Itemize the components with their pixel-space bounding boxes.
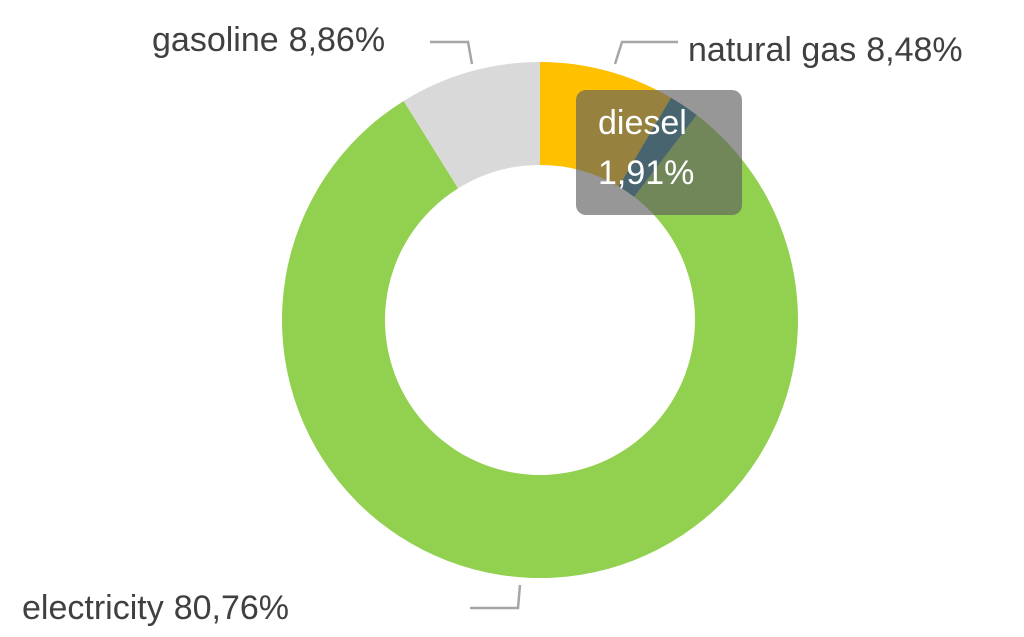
category-name: natural gas <box>688 31 856 69</box>
category-name: gasoline <box>152 21 279 59</box>
category-name: electricity <box>22 589 164 627</box>
data-label: electricity 80,76% <box>22 589 289 627</box>
labels: natural gas 8,48% diesel 1,91% electricity 80… <box>22 21 963 627</box>
leader-line <box>613 40 678 65</box>
tooltip-box <box>576 90 742 215</box>
value-label: 8,86% <box>289 21 385 59</box>
donut-slice <box>403 62 540 189</box>
leader-line <box>470 584 522 610</box>
data-label: diesel 1,91% <box>598 104 694 192</box>
value-label: 8,48% <box>866 31 962 69</box>
donut-slice <box>282 100 799 578</box>
value-label: 80,76% <box>174 589 289 627</box>
data-label: natural gas 8,48% <box>688 31 963 69</box>
value-label: 1,91% <box>598 154 694 192</box>
data-label: gasoline 8,86% <box>152 21 385 59</box>
category-name: diesel <box>598 104 687 142</box>
leader-line <box>430 40 474 65</box>
